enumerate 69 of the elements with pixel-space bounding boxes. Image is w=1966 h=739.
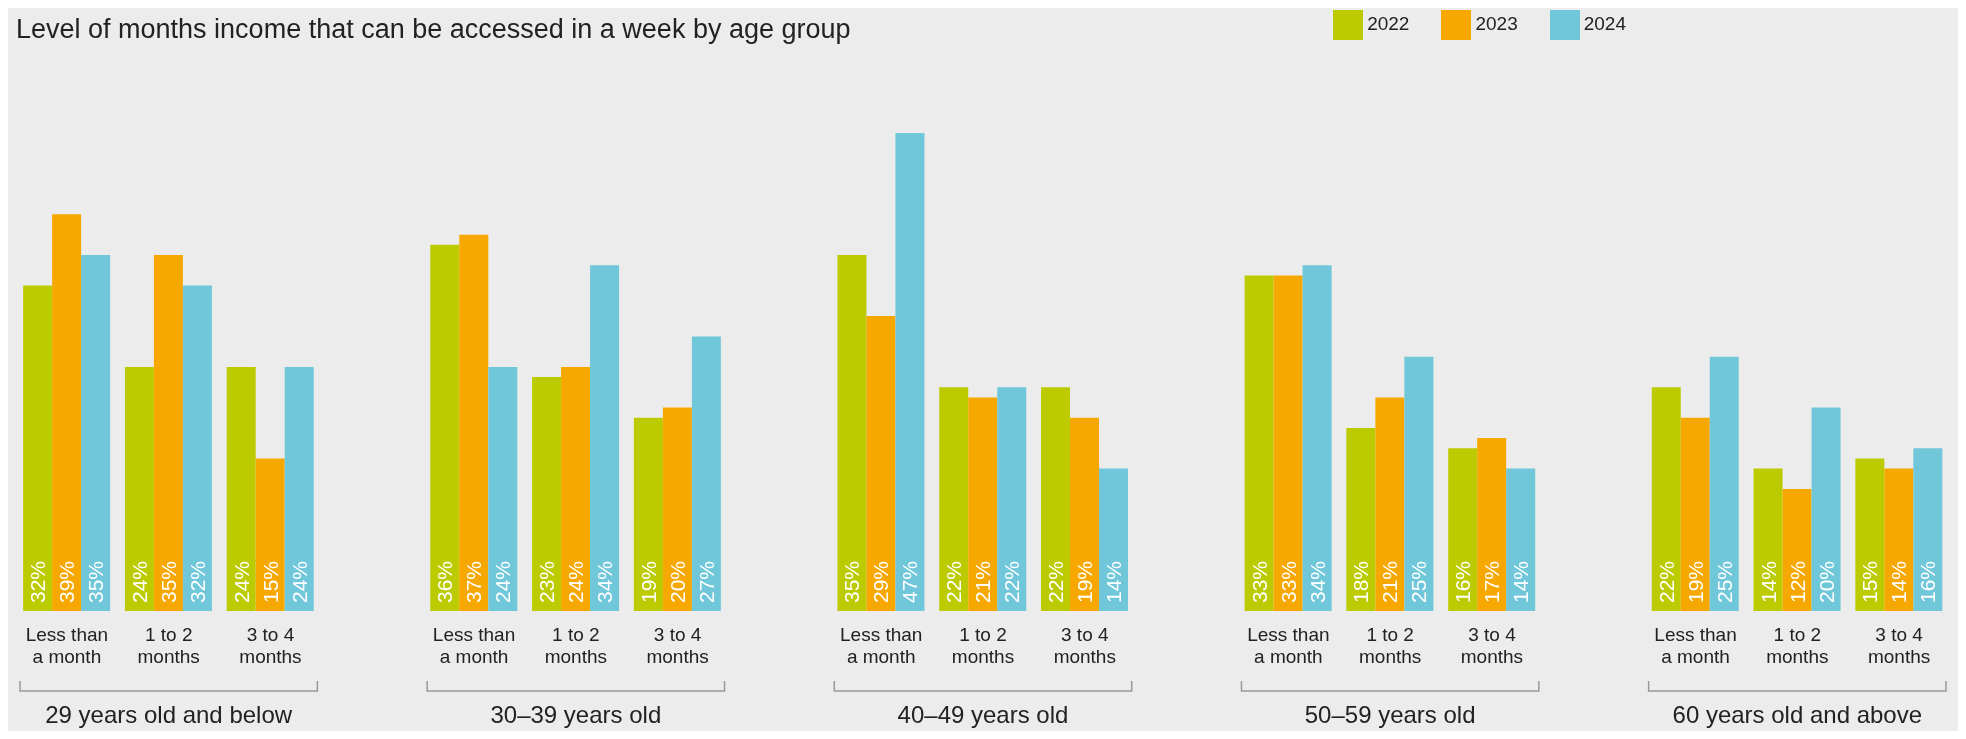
data-label: 24% [229,560,253,603]
data-label: 33% [1247,560,1271,603]
legend-label: 2024 [1583,13,1626,35]
x-tick-label: 1 to 2 months [1359,624,1422,667]
text: 50–59 years old [1304,701,1476,728]
text: 29 years old and below [45,701,293,728]
data-label: 14% [1887,560,1911,603]
data-label: 29% [869,560,893,603]
data-label: 36% [433,560,457,603]
x-tick-label: 3 to 4 months [1053,624,1116,667]
x-tick-label: Less than a month [25,624,109,667]
data-label: 25% [1407,560,1431,603]
data-label: 39% [55,560,79,603]
data-label: 25% [1712,560,1736,603]
data-label: 21% [1378,560,1402,603]
legend-label: 2022 [1367,13,1410,35]
data-label: 32% [26,560,50,603]
data-label: 12% [1785,560,1809,603]
chart-title: Level of months income that can be accessed in a week by age group [16,14,851,45]
data-label: 22% [942,560,966,603]
legend-label: 2023 [1475,13,1518,35]
x-tick-label: 3 to 4 months [239,624,302,667]
data-label: 33% [1276,560,1300,603]
data-label: 34% [1305,560,1329,603]
text: 60 years old and above [1672,701,1923,728]
x-tick-label: Less than a month [1247,624,1330,667]
data-label: 14% [1509,560,1533,603]
data-label: 15% [1858,560,1882,603]
x-tick-label: Less than a month [432,624,516,667]
text: 40–49 years old [897,701,1069,728]
data-label: 35% [84,560,108,603]
text: 30–39 years old [490,701,662,728]
data-label: 22% [1654,560,1678,603]
data-label: 35% [840,560,864,603]
data-label: 27% [694,560,718,603]
x-tick-label: Less than a month [840,624,923,667]
data-label: 17% [1480,560,1504,603]
data-label: 35% [156,560,180,603]
data-label: 37% [462,560,486,603]
x-tick-label: 1 to 2 months [137,624,200,667]
data-label: 19% [1683,560,1707,603]
data-label: 21% [971,560,995,603]
data-label: 19% [636,560,660,603]
x-tick-label: 3 to 4 months [1460,624,1524,667]
data-label: 22% [1044,560,1068,603]
data-label: 16% [1916,560,1940,603]
x-tick-label: Less than a month [1654,624,1737,667]
data-label: 14% [1756,560,1780,603]
data-label: 16% [1451,560,1475,603]
x-tick-label: 1 to 2 months [544,624,607,667]
data-label: 20% [665,560,689,603]
data-label: 24% [564,560,588,603]
x-tick-label: 3 to 4 months [1867,624,1931,667]
data-label: 24% [287,560,311,603]
x-tick-label: 3 to 4 months [646,624,709,667]
data-label: 15% [258,560,282,603]
data-label: 23% [535,560,559,603]
data-label: 20% [1814,560,1838,603]
data-label: 34% [593,560,617,603]
data-label: 24% [491,560,515,603]
data-label: 18% [1349,560,1373,603]
data-label: 24% [127,560,151,603]
data-label: 47% [898,560,922,603]
data-label: 32% [185,560,209,603]
x-tick-label: 1 to 2 months [1766,624,1829,667]
data-label: 22% [1000,560,1024,603]
data-label: 14% [1102,560,1126,603]
data-label: 19% [1073,560,1097,603]
x-tick-label: 1 to 2 months [951,624,1015,667]
